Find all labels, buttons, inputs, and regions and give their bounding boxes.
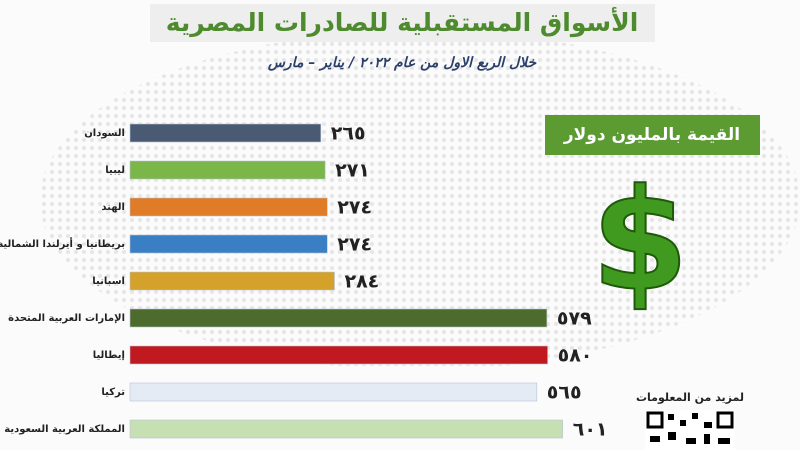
category-label: الهند: [101, 202, 125, 213]
qr-code: [645, 410, 735, 450]
category-label: بريطانيا و أيرلندا الشمالية: [0, 237, 125, 250]
bar: [129, 197, 328, 217]
value-label: ٦٠١: [573, 419, 608, 441]
chart-subtitle: خلال الربع الاول من عام ٢٠٢٢ / يناير – م…: [267, 55, 538, 71]
category-label: اسبانيا: [92, 276, 125, 287]
bar: [129, 123, 322, 143]
dollar-icon: $: [591, 160, 688, 323]
value-label: ٢٦٥: [331, 123, 366, 145]
unit-note: القيمة بالمليون دولار: [563, 125, 740, 145]
value-label: ٥٨٠: [558, 345, 593, 367]
value-label: ٢٧٤: [337, 197, 372, 219]
bar: [129, 382, 538, 402]
bar: [129, 308, 548, 328]
bar-chart: السودان ٢٦٥ ليبيا ٢٧١ الهند ٢٧٤ بريطانيا و أير…: [0, 123, 608, 441]
category-label: تركيا: [101, 387, 125, 398]
category-label: الإمارات العربية المتحدة: [8, 313, 125, 324]
footer-text: لمزيد من المعلومات: [636, 391, 744, 404]
value-label: ٢٨٤: [344, 271, 379, 293]
chart-title: الأسواق المستقبلية للصادرات المصرية: [166, 7, 639, 38]
bar: [129, 419, 564, 439]
bar: [129, 271, 335, 291]
value-label: ٥٦٥: [547, 382, 582, 404]
bar: [129, 160, 326, 180]
category-label: السودان: [84, 128, 125, 139]
bar: [129, 234, 328, 254]
value-label: ٥٧٩: [557, 308, 592, 330]
category-label: المملكة العربية السعودية: [4, 424, 125, 435]
title-box: [150, 4, 655, 42]
value-label: ٢٧٤: [337, 234, 372, 256]
category-label: إيطاليا: [93, 350, 125, 361]
unit-note-box: [545, 115, 760, 155]
category-label: ليبيا: [105, 165, 125, 176]
value-label: ٢٧١: [335, 160, 370, 182]
bar: [129, 345, 548, 365]
